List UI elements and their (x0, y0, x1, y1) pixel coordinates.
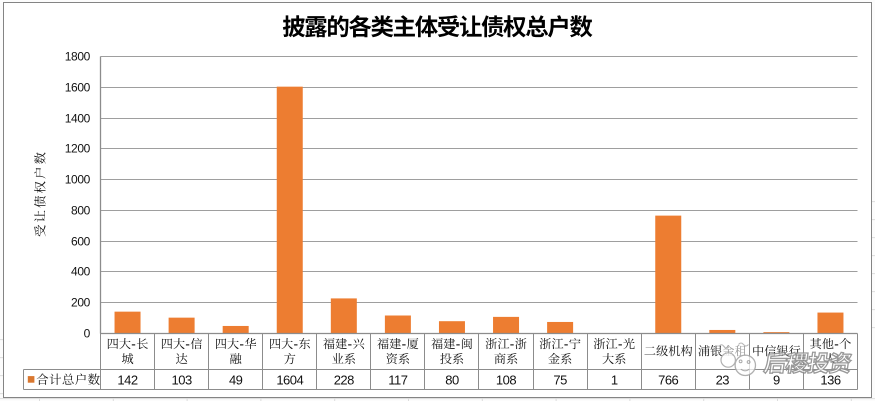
svg-text:0: 0 (84, 326, 91, 340)
svg-text:75: 75 (553, 372, 567, 387)
svg-text:1: 1 (611, 372, 618, 387)
svg-text:1600: 1600 (65, 80, 91, 94)
svg-text:1000: 1000 (65, 172, 91, 186)
svg-text:200: 200 (71, 295, 91, 309)
svg-text:49: 49 (229, 372, 243, 387)
svg-text:103: 103 (171, 372, 191, 387)
svg-text:1800: 1800 (65, 49, 91, 63)
svg-text:108: 108 (496, 372, 516, 387)
svg-text:80: 80 (445, 372, 459, 387)
svg-text:1400: 1400 (65, 111, 91, 125)
svg-text:142: 142 (117, 372, 137, 387)
svg-text:228: 228 (334, 372, 354, 387)
svg-text:766: 766 (658, 372, 678, 387)
svg-text:800: 800 (71, 203, 91, 217)
svg-text:1200: 1200 (65, 141, 91, 155)
svg-text:400: 400 (71, 264, 91, 278)
svg-text:600: 600 (71, 234, 91, 248)
svg-text:1604: 1604 (276, 372, 303, 387)
svg-text:9: 9 (773, 372, 780, 387)
svg-text:117: 117 (388, 372, 407, 387)
svg-text:136: 136 (820, 372, 840, 387)
svg-text:23: 23 (716, 372, 730, 387)
